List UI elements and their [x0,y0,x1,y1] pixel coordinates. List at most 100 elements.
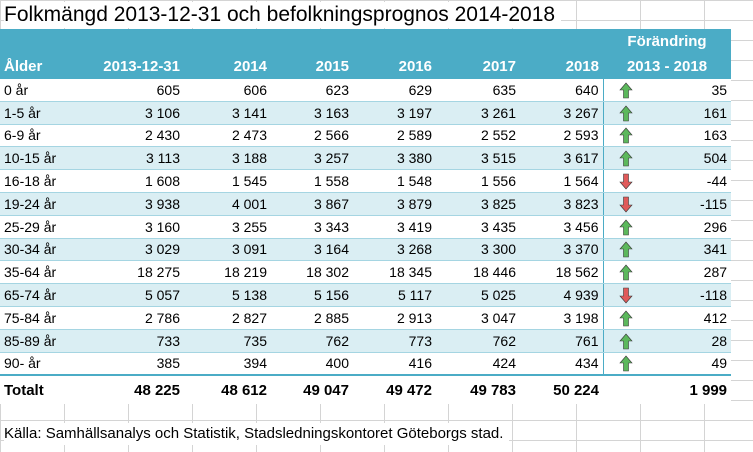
change-cell: 412 [649,306,732,330]
arrow-up-icon [619,355,633,372]
value-cell: 424 [436,352,520,376]
arrow-up-icon [619,241,633,258]
value-cell: 3 091 [184,238,271,262]
value-cell: 3 141 [184,101,271,125]
value-cell: 1 564 [520,169,603,193]
age-cell: 75-84 år [0,306,80,330]
value-cell: 606 [184,79,271,102]
total-label: Totalt [0,374,80,405]
change-cell: 28 [649,329,732,353]
value-cell: 3 435 [436,215,520,239]
age-cell: 90- år [0,352,80,376]
total-row: Totalt 48 225 48 612 49 047 49 472 49 783 50 2… [0,374,732,405]
value-cell: 3 255 [184,215,271,239]
change-cell: -44 [649,169,732,193]
header-row: Ålder 2013-12-31 2014 2015 2016 2017 201… [0,54,732,79]
value-cell: 3 261 [436,101,520,125]
header-row-top: Förändring [0,29,732,54]
value-cell: 18 302 [271,260,353,285]
value-cell: 2 566 [271,124,353,148]
value-cell: 735 [184,329,271,353]
value-cell: 2 827 [184,306,271,330]
total-value: 49 783 [436,374,520,405]
trend-cell [602,124,649,148]
value-cell: 3 515 [436,146,520,171]
value-cell: 3 267 [520,101,603,125]
change-cell: 504 [649,146,732,171]
value-cell: 3 188 [184,146,271,171]
arrow-up-icon [619,104,633,121]
trend-cell [602,260,649,285]
header-year: 2014 [184,54,271,79]
value-cell: 5 057 [80,283,184,307]
table-row: 90- år 385 394 400 416 424 434 49 [0,352,732,376]
age-cell: 0 år [0,79,80,102]
trend-cell [602,238,649,262]
total-value: 50 224 [520,374,603,405]
source-note: Källa: Samhällsanalys och Statistik, Sta… [4,423,510,445]
table-row: 16-18 år 1 608 1 545 1 558 1 548 1 556 1 564 -4… [0,169,732,193]
age-cell: 25-29 år [0,215,80,239]
value-cell: 3 823 [520,192,603,216]
value-cell: 2 593 [520,124,603,148]
change-cell: 296 [649,215,732,239]
value-cell: 5 025 [436,283,520,307]
trend-cell [602,169,649,193]
value-cell: 3 867 [271,192,353,216]
value-cell: 3 113 [80,146,184,171]
table-title: Folkmängd 2013-12-31 och befolkningsprog… [4,2,562,28]
value-cell: 4 001 [184,192,271,216]
arrow-up-icon [619,149,633,167]
arrow-up-icon [619,127,633,144]
change-cell: 35 [649,79,732,102]
value-cell: 3 825 [436,192,520,216]
value-cell: 18 345 [353,260,436,285]
age-cell: 65-74 år [0,283,80,307]
value-cell: 3 197 [353,101,436,125]
trend-cell [602,215,649,239]
table-row: 75-84 år 2 786 2 827 2 885 2 913 3 047 3 198 41… [0,306,732,330]
age-cell: 6-9 år [0,124,80,148]
arrow-down-icon [619,172,633,190]
arrow-down-icon [619,286,633,304]
value-cell: 623 [271,79,353,102]
value-cell: 5 138 [184,283,271,307]
value-cell: 762 [436,329,520,353]
value-cell: 605 [80,79,184,102]
value-cell: 635 [436,79,520,102]
table-row: 35-64 år 18 275 18 219 18 302 18 345 18 446 18… [0,260,732,285]
change-cell: 163 [649,124,732,148]
header-year: 2016 [353,54,436,79]
change-cell: -118 [649,283,732,307]
value-cell: 3 370 [520,238,603,262]
value-cell: 4 939 [520,283,603,307]
value-cell: 3 879 [353,192,436,216]
age-cell: 30-34 år [0,238,80,262]
value-cell: 5 156 [271,283,353,307]
value-cell: 3 300 [436,238,520,262]
total-value: 48 225 [80,374,184,405]
age-cell: 85-89 år [0,329,80,353]
table-row: 1-5 år 3 106 3 141 3 163 3 197 3 261 3 267 161 [0,101,732,125]
trend-cell [602,306,649,330]
value-cell: 3 257 [271,146,353,171]
value-cell: 400 [271,352,353,376]
trend-cell [602,329,649,353]
change-cell: -115 [649,192,732,216]
trend-cell [602,101,649,125]
trend-cell [602,352,649,376]
age-cell: 19-24 år [0,192,80,216]
arrow-up-icon [619,309,633,327]
value-cell: 3 419 [353,215,436,239]
value-cell: 3 106 [80,101,184,125]
value-cell: 1 608 [80,169,184,193]
value-cell: 394 [184,352,271,376]
age-cell: 16-18 år [0,169,80,193]
table-row: 30-34 år 3 029 3 091 3 164 3 268 3 300 3 370 34… [0,238,732,262]
table-row: 85-89 år 733 735 762 773 762 761 28 [0,329,732,353]
table-row: 25-29 år 3 160 3 255 3 343 3 419 3 435 3 456 29… [0,215,732,239]
value-cell: 385 [80,352,184,376]
value-cell: 1 556 [436,169,520,193]
table-row: 0 år 605 606 623 629 635 640 35 [0,79,732,102]
value-cell: 3 617 [520,146,603,171]
